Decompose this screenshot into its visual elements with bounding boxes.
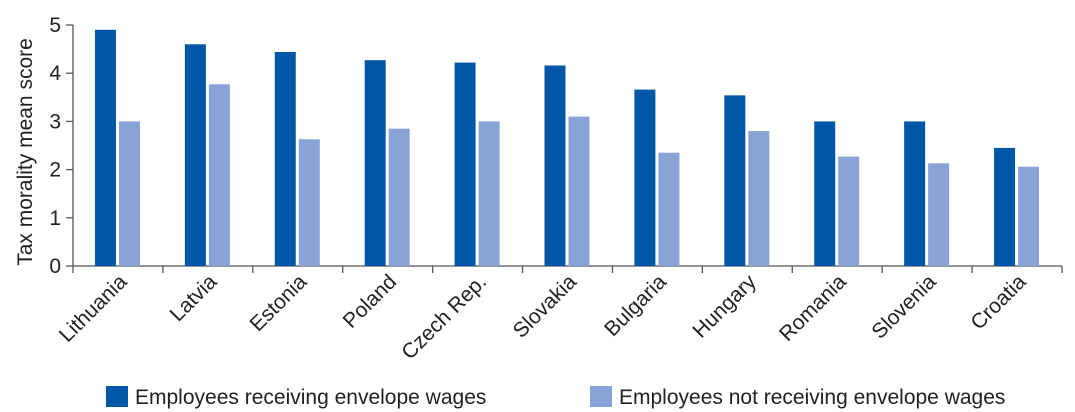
- x-tick-label: Estonia: [246, 270, 312, 336]
- y-axis: 0 1 2 3 4 5: [49, 14, 74, 278]
- bar-receiving: [634, 89, 656, 266]
- bar-receiving: [904, 121, 926, 267]
- bar-not-receiving: [208, 84, 230, 266]
- legend-label: Employees not receiving envelope wages: [619, 386, 1005, 409]
- bars: [94, 29, 1040, 267]
- x-tick-label: Slovenia: [867, 270, 940, 343]
- y-axis-title: Tax morality mean score: [14, 38, 37, 266]
- bar-not-receiving: [118, 121, 140, 267]
- x-tick-label: Slovakia: [509, 270, 582, 343]
- bar-not-receiving: [388, 128, 410, 266]
- x-tick-label: Lithuania: [55, 270, 132, 347]
- bar-receiving: [814, 121, 836, 267]
- y-tick-label: 4: [49, 62, 61, 85]
- bar-not-receiving: [298, 139, 320, 266]
- bar-not-receiving: [928, 163, 950, 266]
- legend-swatch: [106, 386, 128, 407]
- bar-receiving: [454, 62, 476, 266]
- legend: Employees receiving envelope wages Employ…: [106, 386, 1005, 409]
- x-tick-label: Romania: [775, 270, 851, 346]
- bar-not-receiving: [838, 156, 860, 266]
- x-tick-label: Czech Rep.: [397, 270, 491, 364]
- bar-not-receiving: [568, 116, 590, 266]
- legend-swatch: [590, 386, 612, 407]
- x-tick-label: Poland: [339, 270, 402, 333]
- bar-not-receiving: [658, 152, 680, 266]
- bar-receiving: [94, 29, 116, 266]
- bar-receiving: [994, 147, 1016, 266]
- bar-not-receiving: [478, 121, 500, 267]
- y-tick-label: 0: [49, 255, 61, 278]
- bar-receiving: [724, 95, 746, 266]
- bar-receiving: [364, 60, 386, 266]
- x-tick-label: Hungary: [688, 270, 761, 343]
- y-tick-label: 1: [49, 207, 61, 230]
- x-tick-label: Latvia: [166, 270, 222, 326]
- bar-receiving: [544, 65, 566, 266]
- bar-receiving: [274, 51, 296, 266]
- bar-not-receiving: [748, 131, 770, 266]
- y-tick-label: 3: [49, 110, 61, 133]
- x-tick-label: Bulgaria: [600, 270, 671, 341]
- bar-not-receiving: [1018, 166, 1040, 266]
- y-tick-label: 5: [49, 14, 61, 37]
- y-tick-label: 2: [49, 159, 61, 182]
- bar-receiving: [184, 44, 206, 266]
- x-tick-label: Croatia: [966, 270, 1030, 334]
- legend-label: Employees receiving envelope wages: [135, 386, 486, 409]
